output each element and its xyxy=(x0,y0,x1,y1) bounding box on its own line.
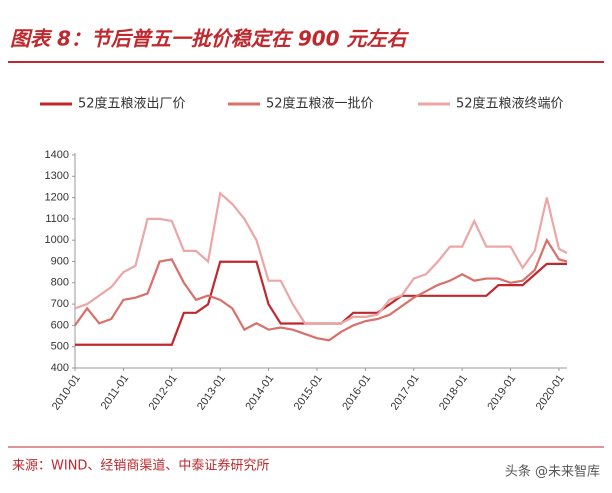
legend-label: 52度五粮液终端价 xyxy=(456,96,564,112)
y-tick-label: 800 xyxy=(51,277,69,289)
y-tick-label: 1400 xyxy=(45,149,69,161)
chart-title: 图表 8：节后普五一批价稳定在 900 元左右 xyxy=(10,27,410,51)
y-tick-label: 600 xyxy=(51,319,69,331)
x-tick-label: 2019-01 xyxy=(485,373,518,413)
x-tick-label: 2013-01 xyxy=(195,373,228,413)
series-line xyxy=(74,237,568,342)
series-line xyxy=(74,191,568,325)
y-tick-label: 1300 xyxy=(45,170,69,182)
y-tick-label: 1100 xyxy=(45,213,69,225)
x-tick-label: 2017-01 xyxy=(389,373,422,413)
x-tick-label: 2016-01 xyxy=(340,373,373,413)
y-tick-label: 1000 xyxy=(45,234,69,246)
x-tick-label: 2011-01 xyxy=(99,373,132,412)
x-tick-label: 2010-01 xyxy=(50,373,83,413)
watermark: 头条 @未来智库 xyxy=(505,464,600,480)
x-tick-label: 2014-01 xyxy=(243,373,276,413)
y-tick-label: 500 xyxy=(51,341,69,353)
y-tick-label: 900 xyxy=(51,255,69,267)
x-tick-label: 2020-01 xyxy=(534,373,567,413)
legend-label: 52度五粮液一批价 xyxy=(266,96,374,112)
x-tick-label: 2015-01 xyxy=(292,373,325,413)
series-line xyxy=(75,260,567,346)
y-tick-label: 1200 xyxy=(45,192,69,204)
y-tick-label: 400 xyxy=(51,362,69,374)
x-tick-label: 2012-01 xyxy=(147,373,180,413)
x-tick-label: 2018-01 xyxy=(437,373,470,413)
legend-label: 52度五粮液出厂价 xyxy=(78,96,186,112)
y-tick-label: 700 xyxy=(51,298,69,310)
source: 来源：WIND、经销商渠道、中泰证券研究所 xyxy=(12,458,269,474)
